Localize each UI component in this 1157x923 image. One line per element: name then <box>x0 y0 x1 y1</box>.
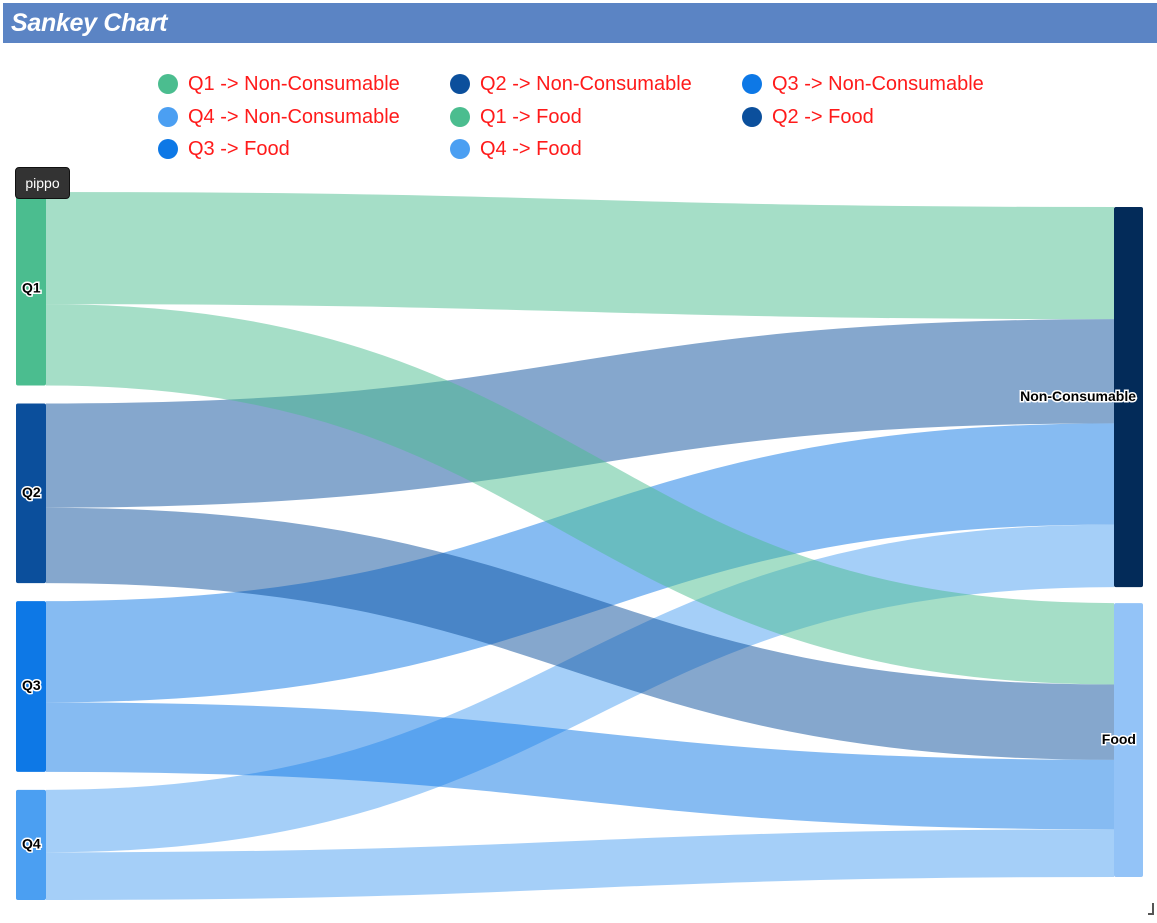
legend-swatch <box>158 74 178 94</box>
legend-label: Q2 -> Non-Consumable <box>480 72 692 95</box>
tooltip-text: pippo <box>25 175 60 191</box>
legend-swatch <box>450 74 470 94</box>
legend-label: Q3 -> Food <box>188 137 290 160</box>
node-non-consumable[interactable] <box>1114 207 1143 588</box>
legend-swatch <box>450 107 470 127</box>
legend-item-q4-non-consumable[interactable]: Q4 -> Non-Consumable <box>158 105 400 129</box>
sankey-links <box>45 191 1115 900</box>
legend-item-q1-non-consumable[interactable]: Q1 -> Non-Consumable <box>158 72 400 96</box>
legend-swatch <box>742 107 762 127</box>
legend-item-q1-food[interactable]: Q1 -> Food <box>450 105 582 129</box>
link-q2-non-consumable[interactable] <box>45 319 1115 508</box>
node-label-q1: Q1 <box>22 279 41 295</box>
node-label-food: Food <box>1102 731 1136 747</box>
legend-item-q3-food[interactable]: Q3 -> Food <box>158 137 290 161</box>
legend-item-q4-food[interactable]: Q4 -> Food <box>450 137 582 161</box>
sankey-nodes: Q1 Q2 Q3 Q4 Non-Consumable Food <box>16 192 1143 900</box>
link-q2-food[interactable] <box>45 507 1115 760</box>
legend-label: Q1 -> Food <box>480 105 582 128</box>
node-label-non-consumable: Non-Consumable <box>1020 388 1136 404</box>
legend-swatch <box>450 139 470 159</box>
legend-item-q3-non-consumable[interactable]: Q3 -> Non-Consumable <box>742 72 984 96</box>
node-label-q2: Q2 <box>22 484 41 500</box>
legend-label: Q4 -> Food <box>480 137 582 160</box>
link-q1-food[interactable] <box>45 304 1115 685</box>
node-label-q4: Q4 <box>22 836 41 852</box>
chart-header: Sankey Chart <box>3 3 1157 43</box>
resize-handle-icon[interactable] <box>1148 903 1154 915</box>
legend-label: Q1 -> Non-Consumable <box>188 72 400 95</box>
legend-swatch <box>158 139 178 159</box>
legend-item-q2-non-consumable[interactable]: Q2 -> Non-Consumable <box>450 72 692 96</box>
node-q3[interactable] <box>16 601 46 772</box>
legend-swatch <box>742 74 762 94</box>
link-q1-non-consumable[interactable] <box>45 191 1115 320</box>
node-label-q3: Q3 <box>22 677 41 693</box>
link-q3-non-consumable[interactable] <box>45 423 1115 703</box>
legend-label: Q4 -> Non-Consumable <box>188 105 400 128</box>
legend-item-q2-food[interactable]: Q2 -> Food <box>742 105 874 129</box>
chart-title: Sankey Chart <box>11 9 168 37</box>
tooltip: pippo <box>15 167 70 199</box>
node-q1[interactable] <box>16 192 46 386</box>
node-q2[interactable] <box>16 403 46 584</box>
node-food[interactable] <box>1114 603 1143 877</box>
legend-label: Q2 -> Food <box>772 105 874 128</box>
legend-label: Q3 -> Non-Consumable <box>772 72 984 95</box>
link-q4-non-consumable[interactable] <box>45 524 1115 853</box>
link-q4-food[interactable] <box>45 829 1115 900</box>
legend-swatch <box>158 107 178 127</box>
link-q3-food[interactable] <box>45 702 1115 830</box>
node-q4[interactable] <box>16 789 46 900</box>
